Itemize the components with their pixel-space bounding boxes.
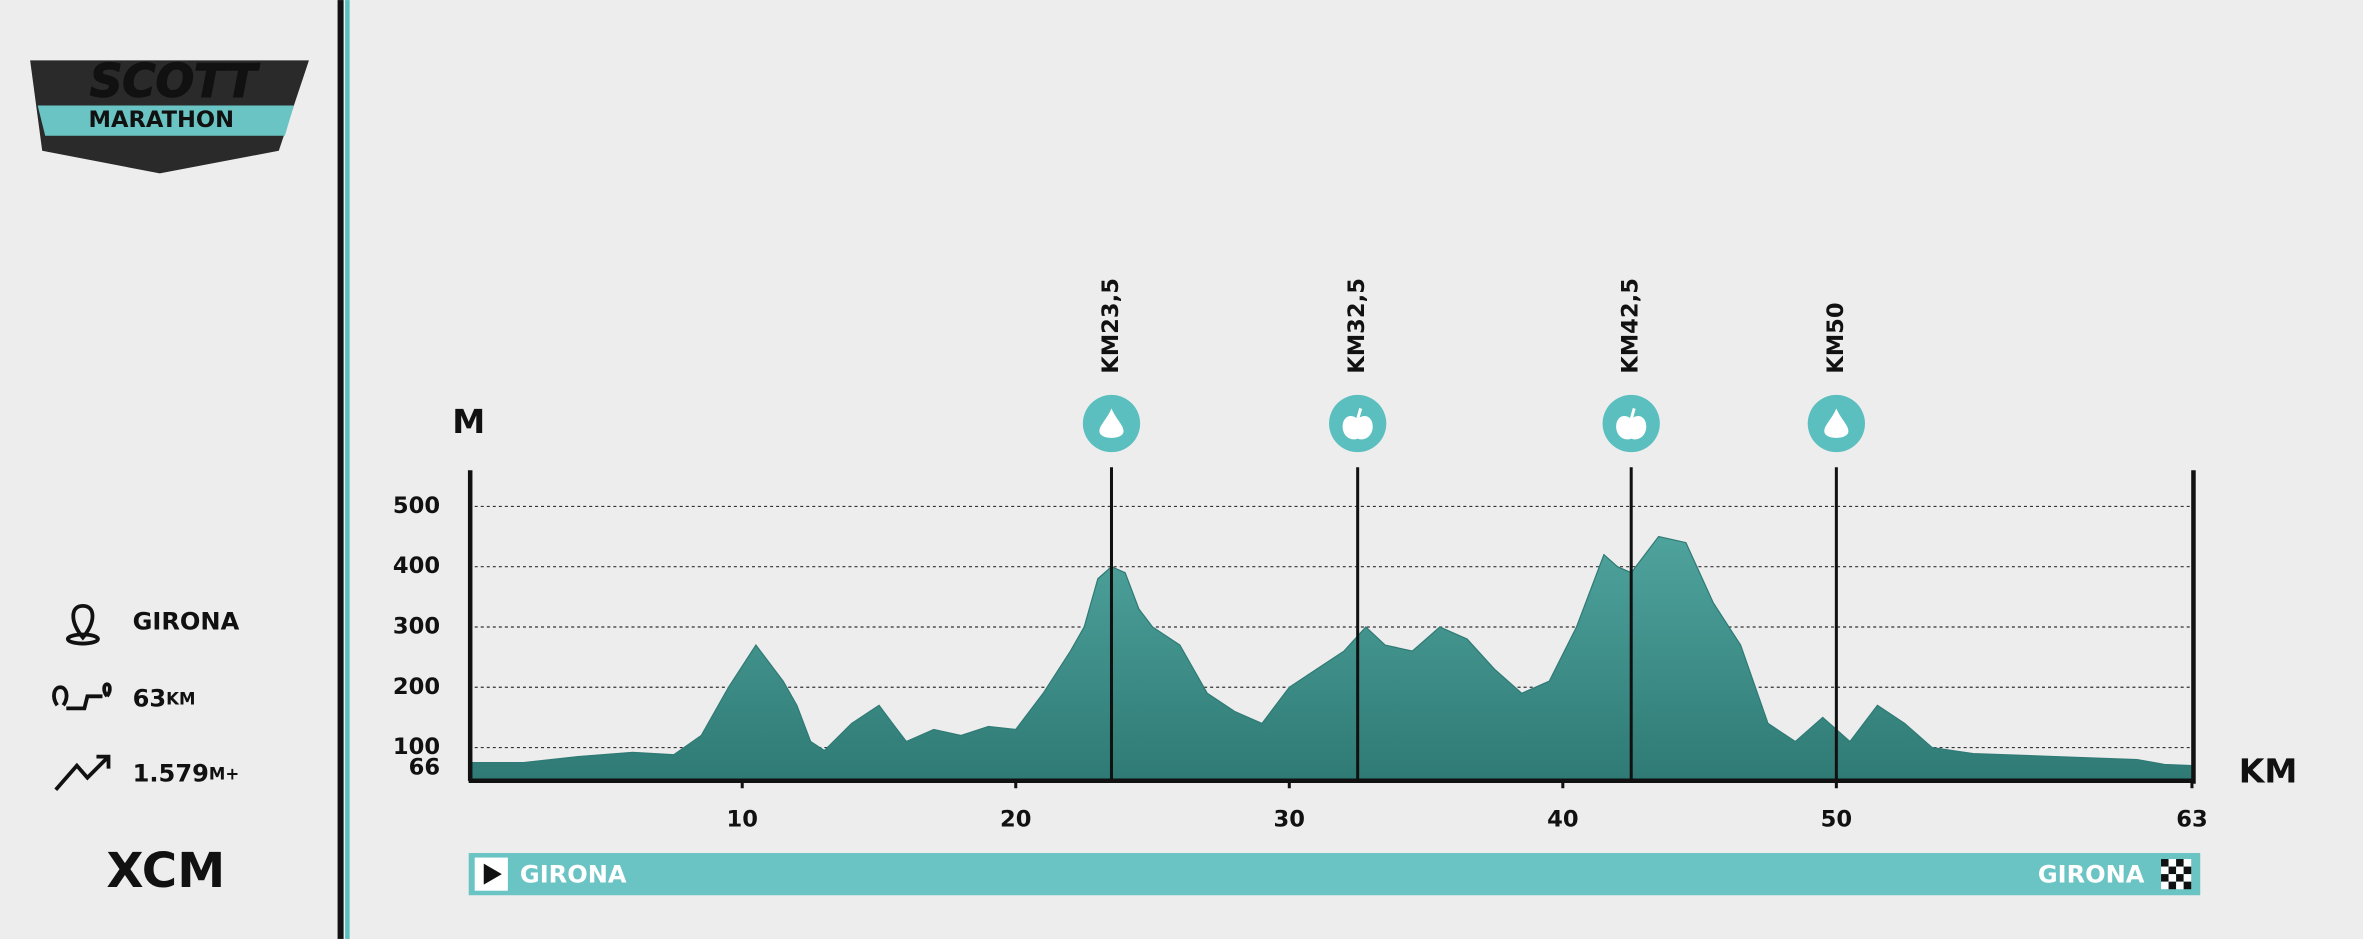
marker-label: KM42,5 <box>1618 278 1644 374</box>
flag-square <box>2176 881 2184 890</box>
climb-icon <box>54 754 111 791</box>
apple-icon <box>1616 415 1647 440</box>
y-tick-label: 100 <box>393 734 440 760</box>
divider <box>337 0 344 939</box>
y-tick-label: 200 <box>393 674 440 700</box>
route-start: GIRONA <box>520 861 627 889</box>
info-distance-value: 63 <box>133 684 167 712</box>
logo-subtitle: MARATHON <box>88 107 234 133</box>
marker-icon <box>1329 394 1387 453</box>
pin-icon <box>71 604 95 641</box>
x-tick-label: 10 <box>726 806 757 832</box>
info-climb-value: 1.579 <box>133 760 209 788</box>
flag-square <box>2183 874 2192 882</box>
flag-square <box>2183 881 2192 890</box>
flag-square <box>2168 866 2177 875</box>
y-tick-label: 300 <box>393 613 440 639</box>
marker-label: KM32,5 <box>1344 278 1370 374</box>
apple-stem <box>1356 408 1363 420</box>
flag-square <box>2161 866 2169 875</box>
info-distance: 63KM <box>133 684 196 712</box>
water-icon <box>1824 408 1849 438</box>
info-icons <box>52 604 112 791</box>
y-axis-label: M <box>452 402 485 441</box>
flag-square <box>2161 859 2169 867</box>
apple-icon <box>1342 415 1373 440</box>
x-tick-label: 40 <box>1547 806 1578 832</box>
y-tick-label: 400 <box>393 553 440 579</box>
x-tick-label: 63 <box>2176 806 2207 832</box>
elevation-area <box>468 535 2193 782</box>
logo-band <box>37 105 294 136</box>
info-distance-unit: KM <box>166 689 195 708</box>
route-icon <box>52 682 112 711</box>
flag-square <box>2168 874 2177 882</box>
x-tick-label: 50 <box>1821 806 1852 832</box>
info-location: GIRONA <box>133 607 240 635</box>
flag-square <box>2183 866 2192 875</box>
pin-base <box>65 632 100 646</box>
route-band <box>468 853 2201 896</box>
discipline: XCM <box>106 843 225 899</box>
flag-square <box>2176 874 2184 882</box>
flag-square <box>2176 866 2184 875</box>
marker-icon <box>1602 394 1660 453</box>
flag-square <box>2168 881 2177 890</box>
flag-square <box>2161 881 2169 890</box>
x-tick-label: 20 <box>1000 806 1031 832</box>
logo-brand: SCOTT <box>90 54 260 107</box>
finish-flag <box>2161 859 2192 890</box>
x-axis-label: KM <box>2239 752 2298 791</box>
flag-square <box>2161 874 2169 882</box>
marker-label: KM50 <box>1823 302 1849 373</box>
y-tick-label: 66 <box>409 755 440 781</box>
apple-stem <box>1629 408 1636 420</box>
flag-square <box>2168 859 2177 867</box>
divider-accent <box>345 0 350 939</box>
info-climb-unit: M+ <box>209 764 239 783</box>
logo: SCOTT MARATHON <box>30 54 309 174</box>
flag-square <box>2176 859 2184 867</box>
x-tick-label: 30 <box>1274 806 1305 832</box>
marker-icon <box>1082 394 1141 453</box>
y-tick-label: 500 <box>393 493 440 519</box>
start-icon <box>483 863 502 885</box>
flag-square <box>2183 859 2192 867</box>
route-finish: GIRONA <box>2038 861 2145 889</box>
marker-icon <box>1807 394 1865 453</box>
route-bar: GIRONA GIRONA <box>468 853 2201 896</box>
marker-label: KM23,5 <box>1098 278 1124 374</box>
water-icon <box>1099 408 1124 438</box>
info-climb: 1.579M+ <box>133 760 240 788</box>
